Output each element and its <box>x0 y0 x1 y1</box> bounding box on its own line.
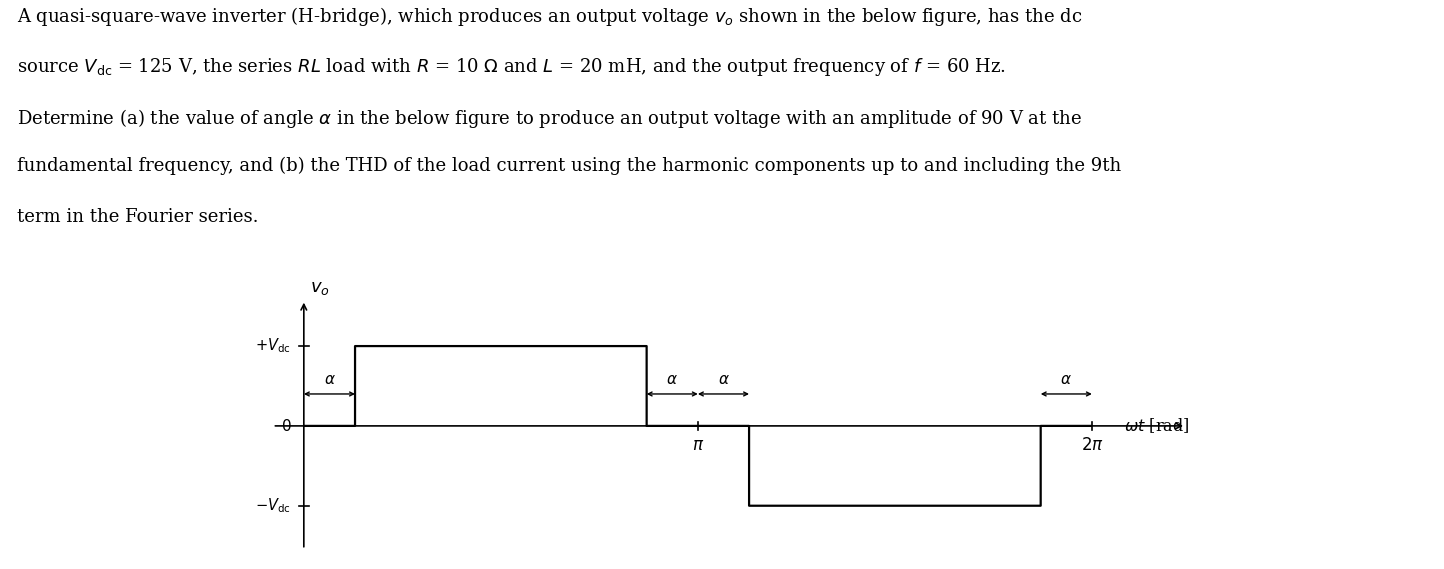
Text: $2\pi$: $2\pi$ <box>1080 437 1103 454</box>
Text: source $V_{\mathrm{dc}}$ = 125 V, the series $RL$ load with $R$ = 10 $\Omega$ an: source $V_{\mathrm{dc}}$ = 125 V, the se… <box>17 56 1006 78</box>
Text: $\omega t$ [rad]: $\omega t$ [rad] <box>1125 417 1190 435</box>
Text: term in the Fourier series.: term in the Fourier series. <box>17 208 258 225</box>
Text: $\alpha$: $\alpha$ <box>718 373 729 387</box>
Text: $-V_{\rm dc}$: $-V_{\rm dc}$ <box>256 496 292 515</box>
Text: $\alpha$: $\alpha$ <box>666 373 679 387</box>
Text: A quasi-square-wave inverter (H-bridge), which produces an output voltage $v_o$ : A quasi-square-wave inverter (H-bridge),… <box>17 6 1083 28</box>
Text: $+V_{\rm dc}$: $+V_{\rm dc}$ <box>256 337 292 356</box>
Text: Determine (a) the value of angle $\alpha$ in the below figure to produce an outp: Determine (a) the value of angle $\alpha… <box>17 106 1083 130</box>
Text: $\pi$: $\pi$ <box>692 437 705 454</box>
Text: $\alpha$: $\alpha$ <box>1060 373 1073 387</box>
Text: $\alpha$: $\alpha$ <box>323 373 335 387</box>
Text: $v_o$: $v_o$ <box>310 279 329 296</box>
Text: $0$: $0$ <box>280 418 292 434</box>
Text: fundamental frequency, and (b) the THD of the load current using the harmonic co: fundamental frequency, and (b) the THD o… <box>17 157 1122 175</box>
